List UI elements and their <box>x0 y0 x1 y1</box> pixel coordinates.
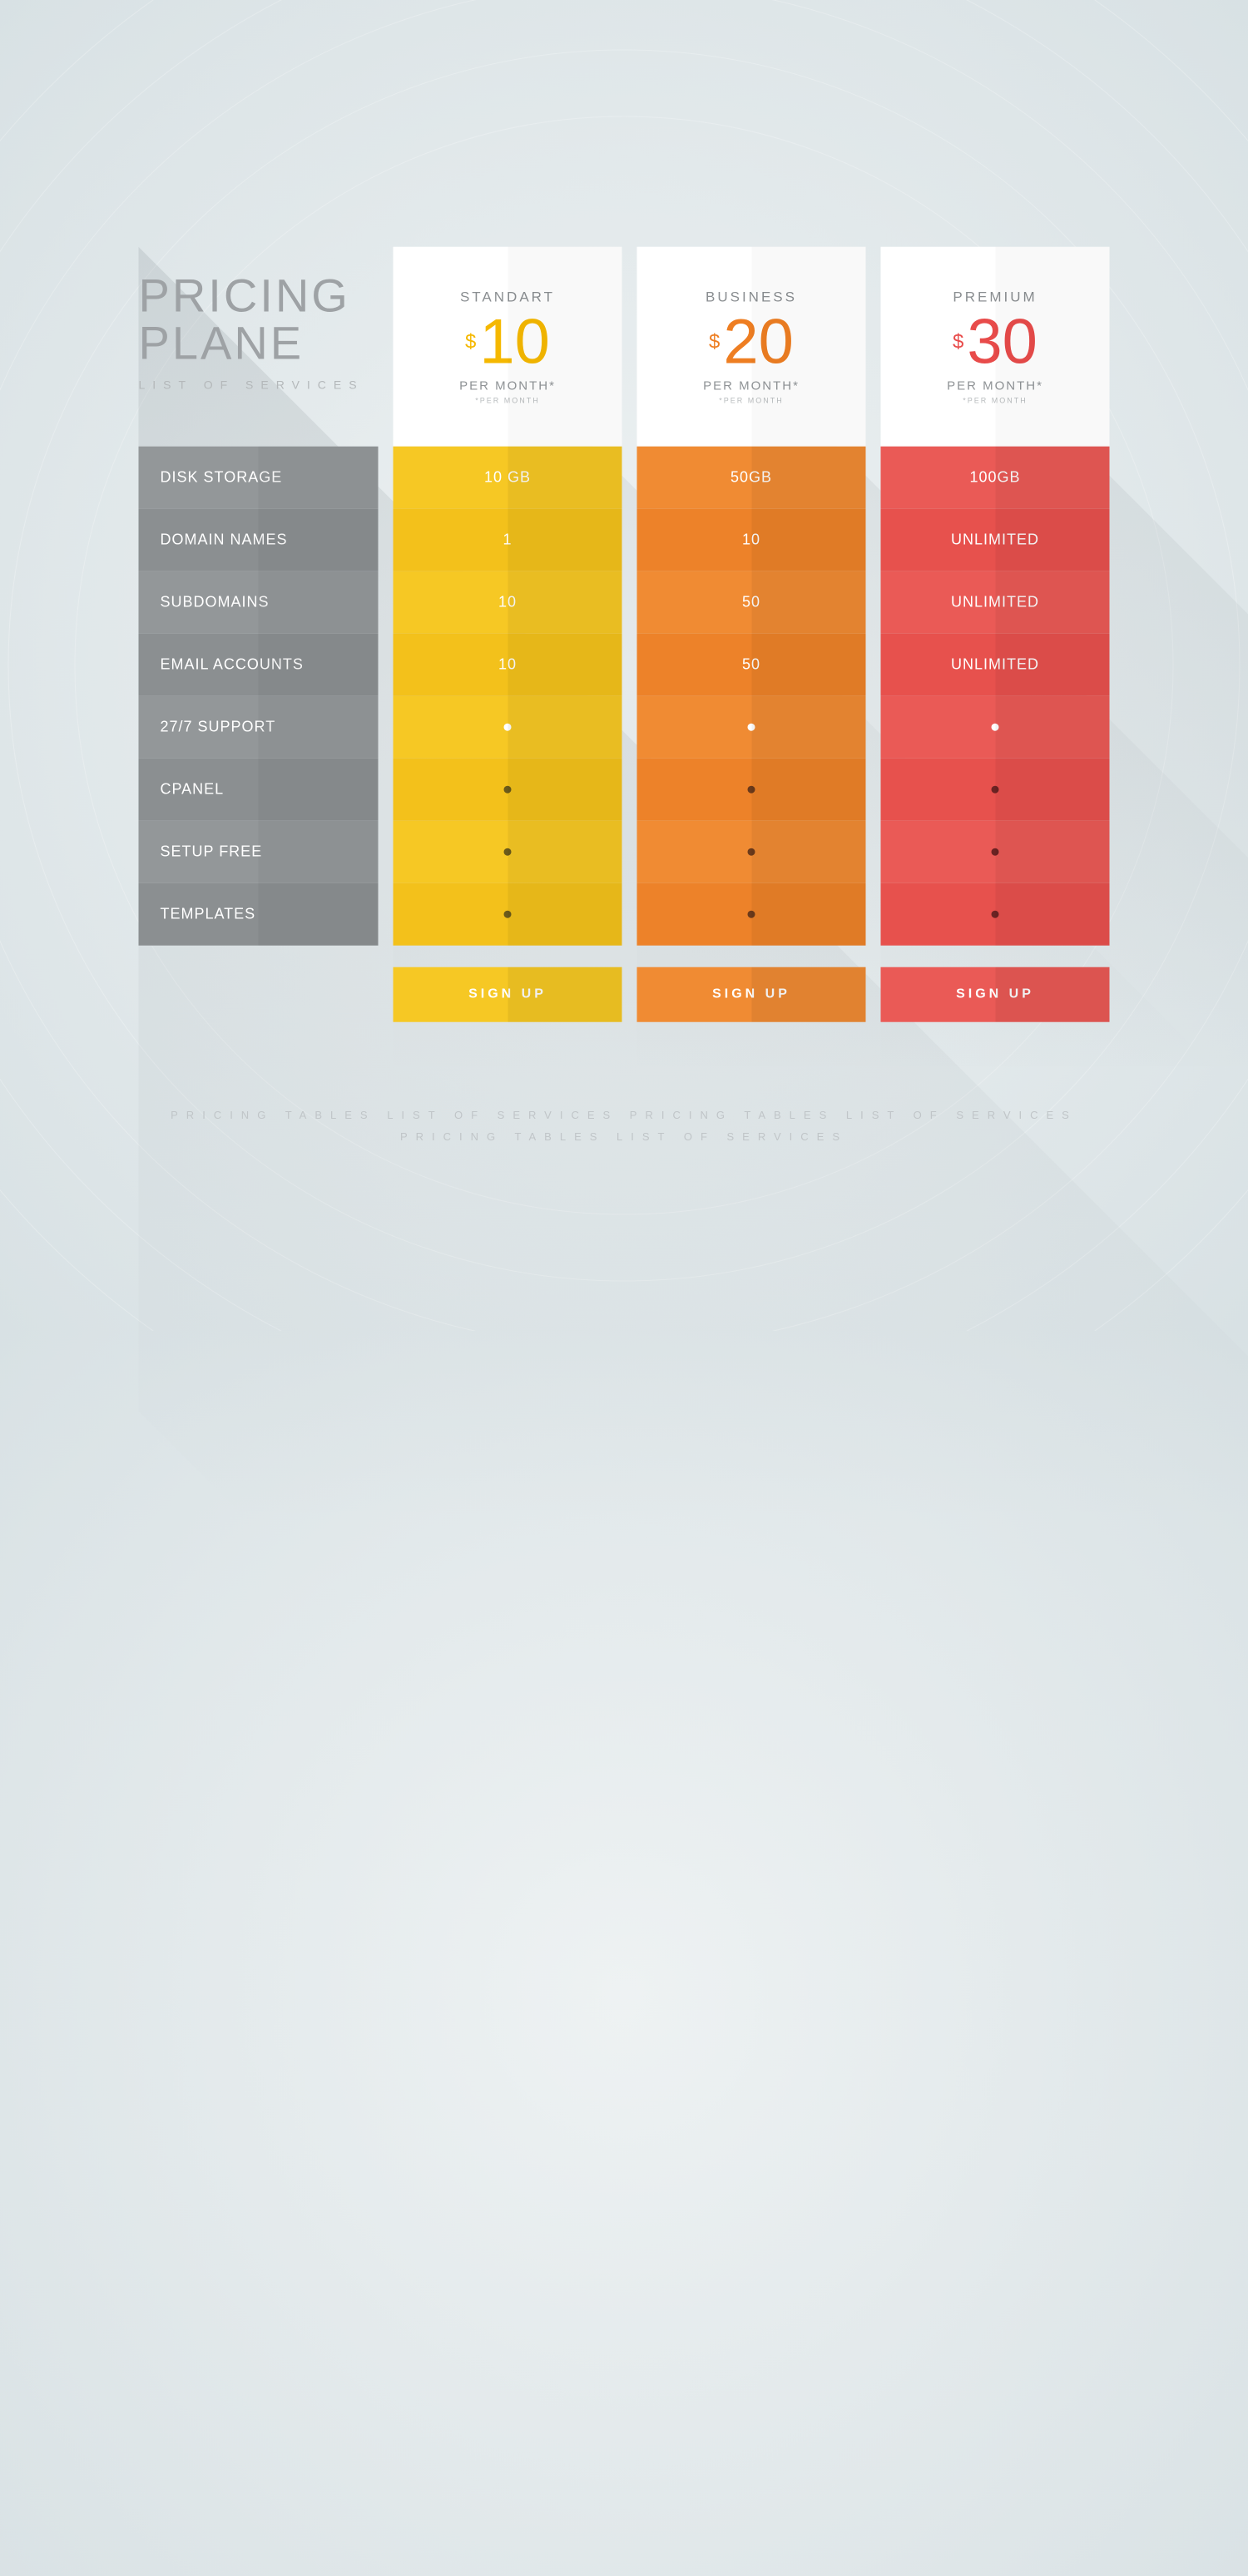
pricing-table: PRICING PLANE LIST OF SERVICES DISK STOR… <box>139 247 1110 1022</box>
plan-feature-cell <box>881 821 1110 883</box>
signup-button[interactable]: SIGN UP <box>881 967 1110 1022</box>
plan-feature-cell: 50 <box>637 634 866 696</box>
plan-feature-cell <box>394 696 622 759</box>
price-period: PER MONTH* <box>459 378 556 393</box>
plan-premium: PREMIUM$30PER MONTH**PER MONTH100GBUNLIM… <box>881 247 1110 1022</box>
plan-feature-cell <box>394 883 622 946</box>
feature-label: CPANEL <box>139 759 379 821</box>
feature-label: TEMPLATES <box>139 883 379 946</box>
feature-label: 27/7 SUPPORT <box>139 696 379 759</box>
plan-name: STANDART <box>460 289 555 305</box>
footer-line-1: PRICING TABLES LIST OF SERVICES PRICING … <box>171 1105 1077 1126</box>
plan-feature-cell: 100GB <box>881 447 1110 509</box>
title-block: PRICING PLANE LIST OF SERVICES <box>139 247 379 447</box>
plan-feature-cell <box>881 696 1110 759</box>
title-line-1: PRICING <box>139 272 379 319</box>
plan-feature-cell <box>637 883 866 946</box>
price-value: 10 <box>479 310 550 373</box>
price-period: PER MONTH* <box>703 378 800 393</box>
feature-label: SUBDOMAINS <box>139 571 379 634</box>
plan-name: BUSINESS <box>706 289 797 305</box>
cross-dot-icon <box>748 911 755 918</box>
price-note: *PER MONTH <box>963 396 1028 404</box>
cross-dot-icon <box>504 911 512 918</box>
price-note: *PER MONTH <box>719 396 784 404</box>
plan-feature-cell <box>637 696 866 759</box>
plan-feature-list: 10 GB11010 <box>394 447 622 946</box>
plan-feature-cell <box>881 883 1110 946</box>
plan-feature-cell: 50 <box>637 571 866 634</box>
plan-feature-cell: UNLIMITED <box>881 571 1110 634</box>
plan-feature-cell <box>881 759 1110 821</box>
plan-price: $20 <box>709 310 794 373</box>
signup-button[interactable]: SIGN UP <box>637 967 866 1022</box>
feature-label: DISK STORAGE <box>139 447 379 509</box>
plan-feature-cell: 10 GB <box>394 447 622 509</box>
currency-symbol: $ <box>953 330 963 354</box>
check-dot-icon <box>504 724 512 731</box>
plan-price: $10 <box>465 310 550 373</box>
cross-dot-icon <box>748 848 755 856</box>
check-dot-icon <box>992 724 999 731</box>
cross-dot-icon <box>992 848 999 856</box>
feature-label: DOMAIN NAMES <box>139 509 379 571</box>
title-line-2: PLANE <box>139 319 379 367</box>
plan-feature-cell <box>637 759 866 821</box>
cross-dot-icon <box>992 911 999 918</box>
plan-feature-cell <box>394 821 622 883</box>
plan-header: STANDART $10 PER MONTH* *PER MONTH <box>394 247 622 447</box>
plan-feature-cell: 10 <box>394 634 622 696</box>
plan-feature-cell: 10 <box>394 571 622 634</box>
plan-feature-cell <box>394 759 622 821</box>
currency-symbol: $ <box>709 330 720 354</box>
plan-header: BUSINESS $20 PER MONTH* *PER MONTH <box>637 247 866 447</box>
cross-dot-icon <box>504 848 512 856</box>
spacer <box>637 946 866 967</box>
spacer <box>881 946 1110 967</box>
currency-symbol: $ <box>465 330 476 354</box>
spacer <box>394 946 622 967</box>
plan-feature-list: 100GBUNLIMITEDUNLIMITEDUNLIMITED <box>881 447 1110 946</box>
plan-standart: STANDART$10PER MONTH**PER MONTH10 GB1101… <box>394 247 622 1022</box>
title-subtitle: LIST OF SERVICES <box>139 378 379 392</box>
price-value: 20 <box>723 310 794 373</box>
plan-columns: STANDART$10PER MONTH**PER MONTH10 GB1101… <box>379 247 1110 1022</box>
plan-feature-list: 50GB105050 <box>637 447 866 946</box>
feature-label-list: DISK STORAGEDOMAIN NAMESSUBDOMAINSEMAIL … <box>139 447 379 946</box>
cross-dot-icon <box>504 786 512 794</box>
plan-price: $30 <box>953 310 1038 373</box>
plan-feature-cell <box>637 821 866 883</box>
cross-dot-icon <box>992 786 999 794</box>
price-value: 30 <box>967 310 1038 373</box>
signup-button[interactable]: SIGN UP <box>394 967 622 1022</box>
feature-label: EMAIL ACCOUNTS <box>139 634 379 696</box>
price-period: PER MONTH* <box>947 378 1043 393</box>
footer-line-2: PRICING TABLES LIST OF SERVICES <box>171 1126 1077 1148</box>
footer-text: PRICING TABLES LIST OF SERVICES PRICING … <box>171 1105 1077 1148</box>
plan-business: BUSINESS$20PER MONTH**PER MONTH50GB10505… <box>637 247 866 1022</box>
plan-feature-cell: 50GB <box>637 447 866 509</box>
feature-label: SETUP FREE <box>139 821 379 883</box>
price-note: *PER MONTH <box>475 396 540 404</box>
check-dot-icon <box>748 724 755 731</box>
plan-name: PREMIUM <box>953 289 1037 305</box>
plan-feature-cell: 1 <box>394 509 622 571</box>
plan-feature-cell: UNLIMITED <box>881 634 1110 696</box>
cross-dot-icon <box>748 786 755 794</box>
plan-header: PREMIUM $30 PER MONTH* *PER MONTH <box>881 247 1110 447</box>
plan-feature-cell: UNLIMITED <box>881 509 1110 571</box>
label-column: PRICING PLANE LIST OF SERVICES DISK STOR… <box>139 247 379 946</box>
plan-feature-cell: 10 <box>637 509 866 571</box>
